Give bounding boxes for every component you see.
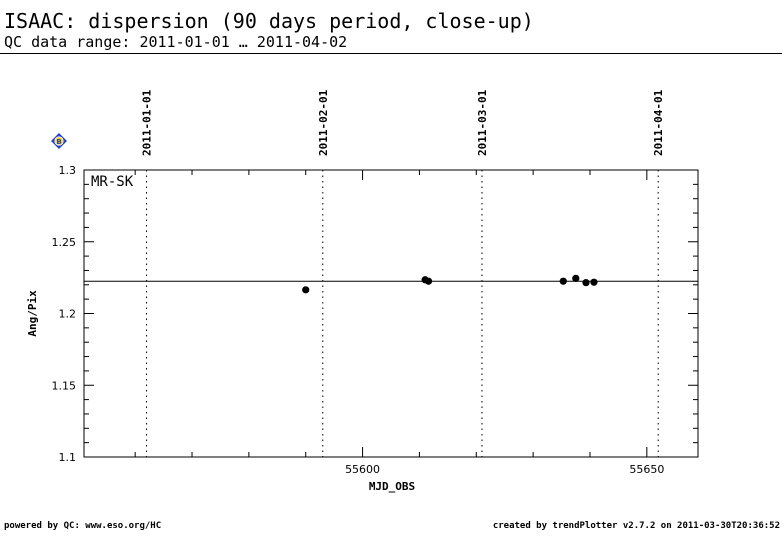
chart-title: ISAAC: dispersion (90 days period, close… [4,9,534,33]
data-range-subtitle: QC data range: 2011-01-01 … 2011-04-02 [4,33,348,51]
data-point [572,274,580,282]
x-tick-label: 55600 [345,463,380,476]
data-point [424,277,433,285]
y-tick-label: 1.25 [52,236,77,249]
x-axis-title: MJD_OBS [369,480,415,493]
plot-frame [83,169,699,458]
footer-created-by: created by trendPlotter v2.7.2 on 2011-0… [492,521,780,531]
data-point [590,278,598,286]
header-divider [0,53,782,54]
y-tick-label: 1.15 [52,379,77,392]
data-point [302,286,310,294]
y-axis: 1.1 1.15 1.2 1.25 1.3 [52,164,698,464]
date-marker-label: 2011-01-01 [141,89,154,156]
data-point [559,277,567,285]
y-axis-title: Ang/Pix [26,290,39,337]
footer-powered-by: powered by QC: www.eso.org/HC [4,521,162,531]
y-tick-label: 1.2 [59,308,77,321]
date-markers: 2011-01-01 2011-02-01 2011-03-01 2011-04-01 [141,89,665,457]
badge-circle [54,136,64,146]
y-tick-label: 1.1 [59,451,77,464]
plot-border [83,169,699,458]
panel-label: MR-SK [91,174,134,190]
info-diamond-icon: B [51,133,67,149]
data-points [302,274,598,294]
x-axis: 55600 55650 [134,170,664,476]
badge-label: B [56,138,61,146]
date-marker-label: 2011-03-01 [476,89,489,156]
data-point [582,279,590,287]
y-tick-label: 1.3 [59,164,77,177]
date-marker-label: 2011-02-01 [317,89,330,156]
date-marker-label: 2011-04-01 [652,89,665,156]
x-tick-label: 55650 [629,463,664,476]
